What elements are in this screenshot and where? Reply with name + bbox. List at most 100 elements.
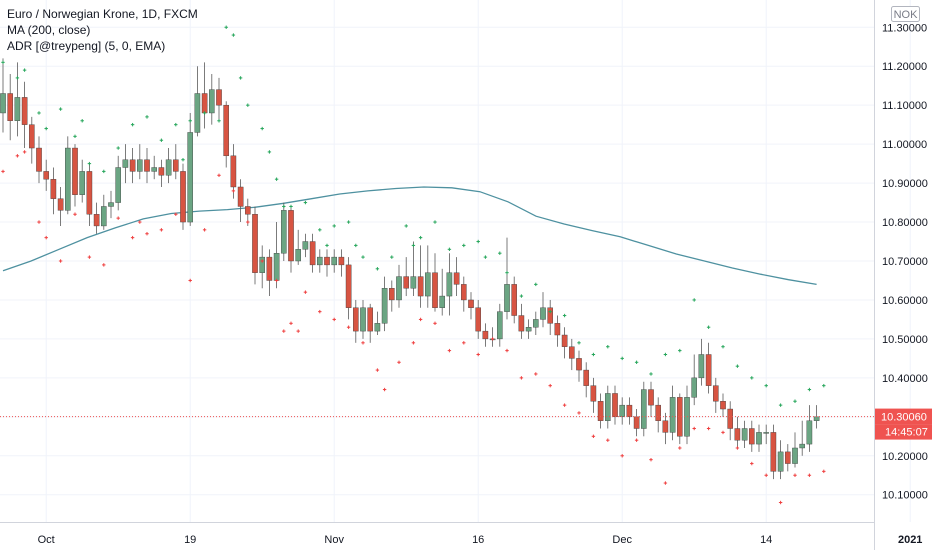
adr-upper-dot — [224, 25, 228, 29]
candle-down — [612, 393, 618, 418]
candle-down — [29, 124, 35, 149]
legend-symbol[interactable]: Euro / Norwegian Krone, 1D, FXCM — [7, 7, 198, 21]
candle-up — [331, 256, 338, 266]
adr-lower-dot — [102, 263, 106, 267]
adr-lower-dot — [663, 481, 668, 485]
adr-lower-dot — [462, 341, 466, 345]
adr-upper-dot — [274, 177, 279, 181]
adr-upper-dot — [562, 313, 567, 318]
candle-down — [662, 420, 669, 433]
legend-ma[interactable]: MA (200, close) — [7, 23, 91, 37]
adr-lower-dot — [519, 376, 524, 380]
candle-down — [72, 147, 78, 195]
candle-up — [136, 159, 143, 172]
adr-upper-dot — [44, 126, 48, 131]
y-tick-label: 10.40000 — [882, 373, 928, 385]
y-tick-label: 11.10000 — [882, 100, 927, 112]
adr-upper-dot — [231, 33, 236, 37]
candle-down — [345, 264, 352, 308]
adr-lower-dot — [116, 216, 120, 220]
candle-down — [43, 171, 49, 180]
adr-lower-dot — [778, 500, 783, 505]
candle-down — [237, 186, 244, 207]
adr-lower-dot — [332, 317, 336, 322]
candle-up — [151, 167, 158, 172]
candle-down — [417, 276, 424, 297]
adr-dots-layer — [1, 25, 826, 505]
candle-up — [698, 354, 705, 379]
candle-up — [108, 202, 114, 207]
adr-upper-dot — [411, 243, 416, 248]
adr-lower-dot — [678, 446, 682, 450]
adr-upper-dot — [577, 341, 581, 345]
candle-down — [338, 256, 345, 266]
legend-adr[interactable]: ADR [@treypeng] (5, 0, EMA) — [7, 39, 166, 53]
y-tick-label: 10.90000 — [882, 178, 928, 190]
adr-upper-dot — [620, 356, 624, 361]
y-tick-label: 10.70000 — [882, 256, 928, 268]
adr-upper-dot — [404, 224, 408, 228]
adr-upper-dot — [217, 119, 221, 123]
adr-upper-dot — [174, 122, 178, 127]
candle-up — [79, 171, 85, 195]
adr-lower-dot — [548, 383, 552, 388]
y-tick-label: 11.20000 — [882, 61, 927, 73]
candle-up — [741, 428, 748, 441]
y-tick-label: 10.20000 — [882, 451, 928, 463]
candle-up — [273, 253, 280, 281]
adr-upper-dot — [505, 270, 509, 275]
adr-upper-dot — [447, 247, 452, 252]
candle-down — [216, 89, 222, 106]
adr-upper-dot — [102, 169, 106, 174]
adr-lower-dot — [807, 473, 812, 477]
candle-down — [626, 404, 633, 418]
adr-upper-dot — [390, 255, 394, 259]
candle-down — [749, 428, 755, 445]
candle-up — [0, 93, 6, 114]
candle-down — [230, 155, 237, 188]
chart-legend: Euro / Norwegian Krone, 1D, FXCM MA (200… — [7, 6, 198, 54]
adr-upper-dot — [361, 255, 365, 259]
adr-lower-dot — [375, 368, 380, 372]
candle-up — [813, 416, 820, 421]
adr-lower-dot — [447, 348, 452, 353]
x-tick-label: Oct — [38, 534, 55, 546]
candle-down — [453, 272, 460, 285]
candle-down — [266, 256, 273, 281]
adr-upper-dot — [476, 239, 480, 244]
candle-down — [734, 428, 741, 441]
candle-down — [252, 214, 258, 273]
last-price-box — [875, 408, 932, 425]
adr-lower-dot — [505, 348, 509, 353]
candle-up — [497, 311, 503, 340]
adr-upper-dot — [483, 255, 488, 259]
adr-lower-dot — [577, 411, 581, 415]
candle-down — [583, 369, 589, 386]
candle-up — [100, 206, 107, 227]
candle-up — [446, 272, 453, 297]
x-tick-label: 2021 — [898, 534, 922, 546]
adr-lower-dot — [793, 473, 797, 477]
candle-down — [180, 171, 186, 223]
adr-upper-dot — [692, 298, 696, 302]
adr-lower-dot — [274, 278, 279, 283]
adr-lower-dot — [296, 329, 300, 333]
x-tick-label: Dec — [612, 534, 632, 546]
adr-upper-dot — [764, 383, 768, 388]
adr-lower-dot — [58, 259, 63, 263]
candle-up — [208, 89, 215, 114]
adr-lower-dot — [620, 454, 624, 458]
adr-lower-dot — [822, 469, 826, 474]
adr-upper-dot — [80, 119, 84, 123]
candle-down — [86, 171, 93, 215]
candle-down — [482, 330, 489, 340]
candle-up — [756, 432, 762, 445]
candle-down — [353, 307, 359, 332]
adr-lower-dot — [692, 426, 696, 431]
adr-upper-dot — [433, 220, 437, 224]
candle-down — [648, 389, 654, 406]
adr-lower-dot — [764, 473, 768, 477]
candle-up — [691, 377, 697, 398]
candle-up — [439, 295, 446, 308]
